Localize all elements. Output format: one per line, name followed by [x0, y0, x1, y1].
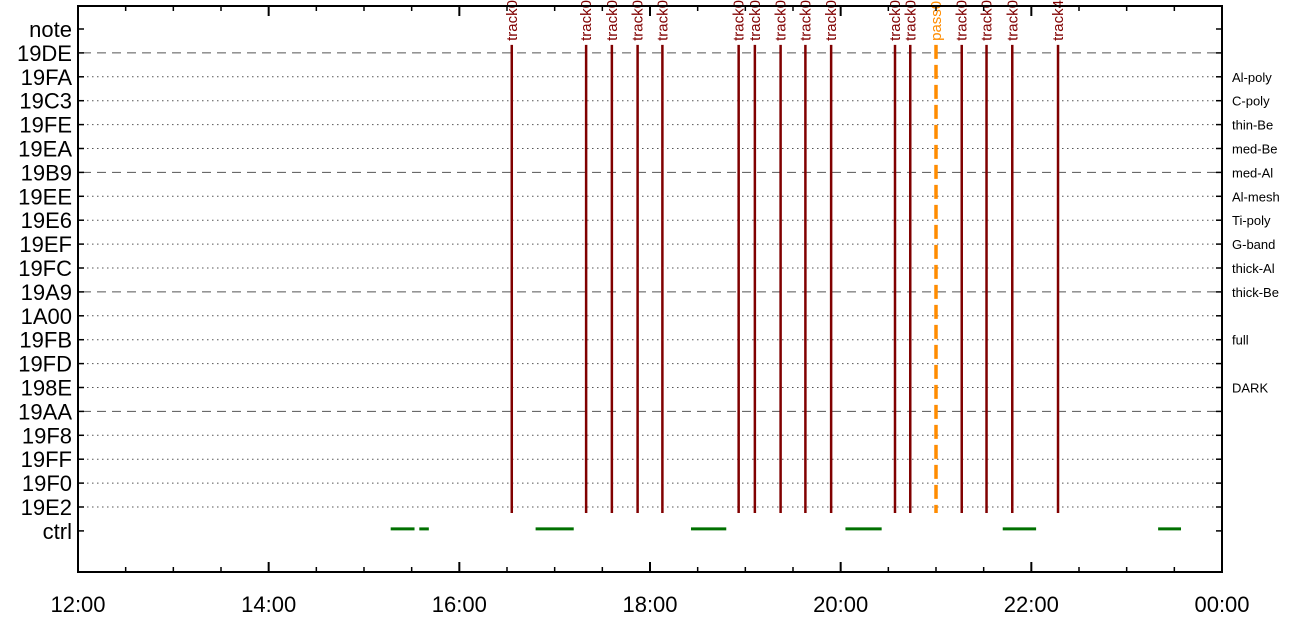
row-right-label: thick-Al — [1232, 261, 1275, 276]
x-tick-label: 22:00 — [1004, 592, 1059, 617]
x-tick-label: 12:00 — [50, 592, 105, 617]
track-label: track0 — [887, 0, 904, 41]
row-label: 19F0 — [22, 471, 72, 496]
track-label: track0 — [1004, 0, 1021, 41]
row-label: ctrl — [43, 519, 72, 544]
x-tick-label: 20:00 — [813, 592, 868, 617]
track-label: track0 — [731, 0, 748, 41]
row-label: 19FD — [18, 352, 72, 377]
row-label: 1A00 — [21, 304, 72, 329]
track-label: track0 — [823, 0, 840, 41]
row-label: 19EA — [18, 137, 72, 162]
track-label: track0 — [979, 0, 996, 41]
row-label: 19B9 — [21, 160, 72, 185]
track-label: track0 — [504, 0, 521, 41]
row-label: 19C3 — [19, 89, 72, 114]
track-label: track0 — [630, 0, 647, 41]
row-label: 19E6 — [21, 208, 72, 233]
row-label: 19FB — [19, 328, 72, 353]
row-right-label: Al-poly — [1232, 70, 1272, 85]
row-label: 19DE — [17, 41, 72, 66]
row-label: 19F8 — [22, 423, 72, 448]
x-tick-label: 14:00 — [241, 592, 296, 617]
row-right-label: DARK — [1232, 381, 1268, 396]
row-right-label: G-band — [1232, 237, 1275, 252]
track-label: track0 — [604, 0, 621, 41]
row-right-label: Al-mesh — [1232, 189, 1280, 204]
row-label: 198E — [21, 376, 72, 401]
pass-label: pass0 — [928, 1, 945, 41]
track-label: track0 — [902, 0, 919, 41]
axis-ticks — [77, 6, 1223, 572]
x-tick-label: 16:00 — [432, 592, 487, 617]
x-tick-label: 00:00 — [1194, 592, 1249, 617]
row-label: note — [29, 17, 72, 42]
row-right-label: med-Al — [1232, 165, 1273, 180]
row-right-label: thin-Be — [1232, 118, 1273, 133]
track-label: track0 — [773, 0, 790, 41]
row-label: 19EE — [18, 184, 72, 209]
row-label: 19EF — [19, 232, 72, 257]
plot-frame — [77, 5, 1223, 573]
track-label: track0 — [797, 0, 814, 41]
track-label: track0 — [654, 0, 671, 41]
row-right-label: thick-Be — [1232, 285, 1279, 300]
row-right-label: full — [1232, 333, 1249, 348]
track-label: track0 — [578, 0, 595, 41]
row-label: 19FA — [21, 65, 73, 90]
row-label: 19E2 — [21, 495, 72, 520]
row-label: 19FF — [21, 447, 72, 472]
event-markers: track0 track0 track0 track0 track0 track0 trac… — [504, 0, 1067, 513]
row-label: 19FE — [19, 113, 72, 138]
row-label: 19FC — [18, 256, 72, 281]
track-label: track0 — [747, 0, 764, 41]
row-label: 19AA — [18, 399, 72, 424]
grid-lines — [82, 52, 1218, 508]
track-label: track4 — [1050, 0, 1067, 41]
x-tick-label: 18:00 — [622, 592, 677, 617]
row-right-label: C-poly — [1232, 94, 1270, 109]
track-label: track0 — [954, 0, 971, 41]
row-right-label: Ti-poly — [1232, 213, 1271, 228]
row-right-label: med-Be — [1232, 142, 1278, 157]
row-label: 19A9 — [21, 280, 72, 305]
